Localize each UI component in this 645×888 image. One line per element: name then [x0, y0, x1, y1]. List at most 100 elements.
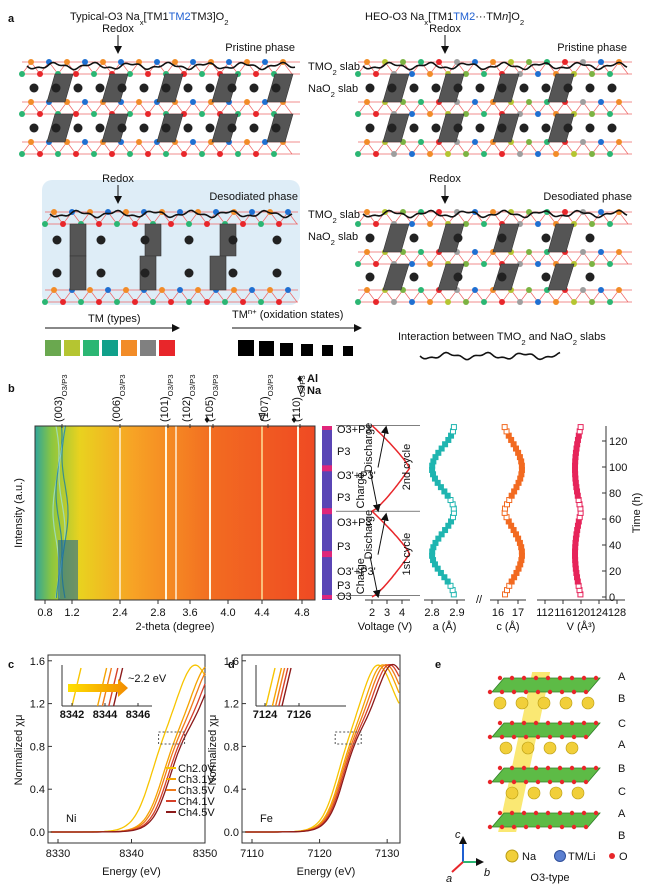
x-tick-label: 17: [512, 607, 524, 619]
tm-ion: [262, 59, 268, 65]
lattice-point: [437, 569, 444, 576]
y-tick-label: 1.6: [224, 656, 239, 668]
na-ion: [96, 235, 106, 245]
legend-label: Interaction between TMO2 and NaO2 slabs: [398, 331, 606, 347]
legend-label: Na: [307, 385, 322, 397]
tm-ion: [589, 261, 595, 267]
o-ion: [511, 824, 517, 830]
phase-label: P3: [337, 541, 350, 553]
x-tick-label: 2: [369, 607, 375, 619]
tm-ion: [258, 221, 264, 227]
tm-ion: [571, 151, 577, 157]
tm-ion: [364, 59, 370, 65]
marker-na: ∇: [296, 385, 305, 397]
panel-title-part: TM2: [169, 11, 191, 23]
tm-ion: [535, 221, 541, 227]
peak-label-part: O3/P3: [188, 375, 197, 397]
o-ion: [569, 720, 575, 726]
tm-ion: [427, 299, 433, 305]
lattice-point: [435, 535, 442, 542]
y-tick-label: 0.0: [224, 827, 239, 839]
o-ion: [569, 765, 575, 771]
peak-label-part: (003): [53, 396, 65, 422]
tm-ion: [535, 299, 541, 305]
peak-label-part: O3/P3: [298, 375, 307, 397]
legend-label-part: (oxidation states): [257, 309, 344, 321]
tm-ion: [589, 151, 595, 157]
plot-frame: [47, 654, 206, 844]
plot-frame: [34, 425, 316, 601]
o-ion: [593, 720, 599, 726]
x-axis-label: Energy (eV): [102, 866, 161, 878]
legend-label: TM (types): [88, 313, 141, 325]
oxidation-swatch: [322, 345, 333, 356]
na-octahedron: [437, 73, 465, 103]
tm-ion: [598, 249, 604, 255]
panel-title-part: TM2: [453, 11, 475, 23]
legend-label: Na: [522, 851, 537, 863]
x-tick-label: 124: [590, 607, 608, 619]
x-tick-label: 0.8: [37, 607, 52, 619]
oxidation-swatch: [301, 344, 313, 356]
na-ion: [205, 123, 215, 133]
y-tick-label: 80: [609, 488, 621, 500]
x-tick-label: 2.9: [449, 607, 464, 619]
tm-ion: [598, 139, 604, 145]
tm-ion: [132, 299, 138, 305]
y-tick-label: 60: [609, 514, 621, 526]
tm-ion: [418, 287, 424, 293]
lattice-point: [501, 424, 508, 431]
na-ion: [493, 696, 507, 710]
na-ion: [365, 272, 375, 282]
tm-ion: [535, 261, 541, 267]
tm-ion: [181, 151, 187, 157]
na-ion: [73, 83, 83, 93]
lattice-point: [438, 445, 445, 452]
na-ion: [571, 786, 585, 800]
o-ion: [559, 779, 565, 785]
tm-ion: [535, 71, 541, 77]
na-ion: [52, 235, 62, 245]
tm-ion: [249, 287, 255, 293]
x-tick-label: 128: [608, 607, 626, 619]
tm-ion: [580, 99, 586, 105]
tm-ion: [51, 209, 57, 215]
axis-arrow: [451, 861, 464, 873]
tm-ion: [571, 299, 577, 305]
xas-curve: [50, 694, 206, 833]
phase-label: Pristine phase: [225, 42, 295, 54]
inset-tick-label: 7126: [287, 709, 311, 721]
tm-ion: [409, 151, 415, 157]
tm-ion: [364, 139, 370, 145]
tm-ion: [418, 139, 424, 145]
na-ion: [565, 741, 579, 755]
tm-ion: [37, 151, 43, 157]
tm-ion: [199, 151, 205, 157]
phase-label: O3'+P3': [337, 566, 376, 578]
x-tick-label: 8350: [193, 848, 217, 860]
tm-ion: [616, 287, 622, 293]
tm-ion: [463, 261, 469, 267]
element-label: Fe: [260, 813, 273, 825]
plot-frame: [241, 654, 401, 844]
slab-label-part: NaO: [308, 83, 331, 95]
na-octahedron: [101, 113, 129, 143]
legend-label-part: 2: [573, 338, 577, 347]
panel-title-part: Typical-O3 Na: [70, 11, 141, 23]
cycle-annotation: Charge: [355, 472, 367, 508]
stacking-label: B: [618, 763, 625, 775]
tm-ion: [163, 151, 169, 157]
tm-ion: [91, 151, 97, 157]
na-ion: [585, 83, 595, 93]
na-ion: [387, 83, 397, 93]
o-ion: [487, 734, 493, 740]
tm-ion: [373, 221, 379, 227]
tmo2-layer: [491, 722, 601, 738]
tm-ion: [418, 99, 424, 105]
tm-ion: [244, 139, 250, 145]
o-ion: [521, 765, 527, 771]
o-ion: [547, 779, 553, 785]
axis-name: a: [446, 873, 452, 885]
tm-ion: [553, 151, 559, 157]
tm-ion: [373, 261, 379, 267]
